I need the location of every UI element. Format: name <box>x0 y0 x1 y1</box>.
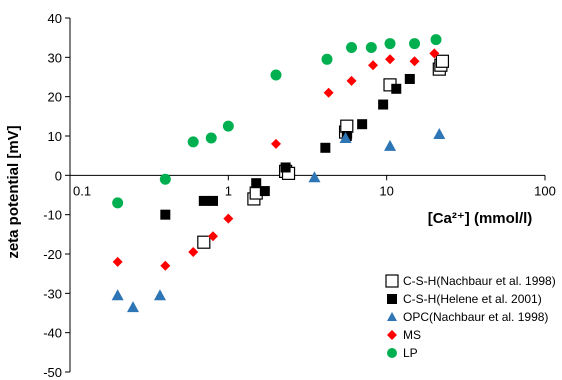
legend-label: LP <box>403 346 418 360</box>
y-tick-label: 20 <box>48 90 62 105</box>
legend-marker <box>385 274 399 288</box>
y-tick-label: 0 <box>55 168 62 183</box>
data-point-square-open <box>340 119 354 133</box>
y-tick-label: 40 <box>48 11 62 26</box>
data-point-diamond <box>188 247 199 258</box>
data-point-triangle <box>339 131 352 143</box>
data-point-circle <box>365 42 377 53</box>
data-point-square-filled <box>391 83 402 94</box>
chart-marks <box>111 34 450 313</box>
data-point-circle <box>112 197 124 209</box>
data-point-square-filled <box>160 209 171 220</box>
data-point-triangle <box>433 128 446 140</box>
data-point-circle <box>222 120 234 132</box>
data-point-diamond <box>409 56 420 67</box>
data-point-diamond <box>346 75 357 86</box>
y-tick-label: -20 <box>43 247 62 262</box>
data-point-square-filled <box>280 162 291 173</box>
y-tick-label: -50 <box>43 365 62 380</box>
y-tick-label: -40 <box>43 326 62 341</box>
x-tick-label: 100 <box>534 183 556 198</box>
y-tick-label: -30 <box>43 286 62 301</box>
data-point-circle <box>409 38 421 50</box>
data-point-circle <box>270 69 282 81</box>
data-point-diamond <box>160 260 171 271</box>
legend-label: C-S-H(Helene et al. 2001) <box>403 292 542 306</box>
legend-marker <box>387 348 397 358</box>
data-point-square-filled <box>378 99 389 110</box>
data-point-diamond <box>385 54 396 65</box>
data-point-square-filled <box>320 142 331 153</box>
data-point-square-filled <box>404 73 415 84</box>
data-point-triangle <box>308 171 321 183</box>
data-point-diamond <box>429 48 440 59</box>
data-point-diamond <box>207 231 218 242</box>
data-point-diamond <box>323 87 334 98</box>
x-tick-label: 10 <box>379 183 393 198</box>
data-point-square-filled <box>207 195 218 206</box>
data-point-diamond <box>112 256 123 267</box>
data-point-square-filled <box>198 195 209 206</box>
legend-marker <box>387 330 397 340</box>
chart-legend: C-S-H(Nachbaur et al. 1998) C-S-H(Helene … <box>385 274 556 360</box>
data-point-circle <box>187 136 199 148</box>
legend-marker <box>387 312 397 321</box>
x-tick-label: 1 <box>225 183 232 198</box>
data-point-square-filled <box>259 186 270 197</box>
legend-label: MS <box>403 328 421 342</box>
y-tick-label: -10 <box>43 208 62 223</box>
legend-marker <box>387 294 397 304</box>
data-point-circle <box>159 173 171 185</box>
data-point-circle <box>346 42 358 53</box>
y-axis-title: zeta potential [mV] <box>5 125 22 258</box>
data-point-diamond <box>368 60 379 71</box>
data-point-circle <box>321 53 333 65</box>
legend-label: C-S-H(Nachbaur et al. 1998) <box>403 274 556 288</box>
data-point-circle <box>205 132 217 144</box>
x-tick-label: 0.1 <box>73 183 91 198</box>
data-point-triangle <box>153 289 166 301</box>
data-point-square-open <box>435 54 450 68</box>
x-axis-title: [Ca²⁺] (mmol/l) <box>428 210 533 227</box>
data-point-diamond <box>270 138 281 149</box>
chart-axes: -50 -40 -30 -20 -10 0 10 20 30 40 0.1 1 10 100 <box>43 11 556 380</box>
legend-label: OPC(Nachbaur et al. 1998) <box>403 310 548 324</box>
data-point-square-open <box>197 235 211 249</box>
y-tick-label: 30 <box>48 50 62 65</box>
data-point-square-filled <box>357 119 368 130</box>
data-point-triangle <box>111 289 124 301</box>
y-tick-label: 10 <box>48 129 62 144</box>
data-point-square-filled <box>251 178 262 189</box>
data-point-triangle <box>127 301 140 313</box>
data-point-circle <box>430 34 442 46</box>
data-point-circle <box>384 38 396 50</box>
data-point-triangle <box>384 139 397 151</box>
data-point-diamond <box>223 213 234 224</box>
